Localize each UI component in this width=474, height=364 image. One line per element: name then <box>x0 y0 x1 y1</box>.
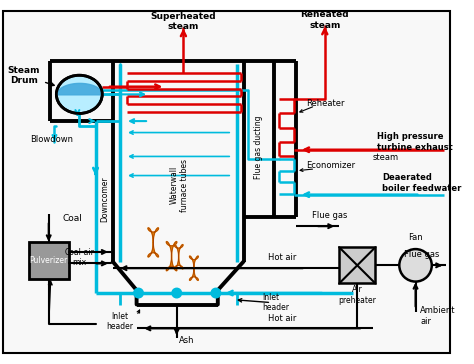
Text: Flue gas: Flue gas <box>404 250 439 259</box>
Text: Reheater: Reheater <box>306 99 344 108</box>
Text: Waterwall
furnace tubes: Waterwall furnace tubes <box>170 159 189 211</box>
Text: Superheated
steam: Superheated steam <box>151 12 216 31</box>
Text: Flue gas ducting: Flue gas ducting <box>255 115 264 179</box>
Text: Flue gas: Flue gas <box>312 211 347 221</box>
Text: Inlet
header: Inlet header <box>106 312 133 331</box>
Text: Fan: Fan <box>408 233 423 242</box>
Text: Ambient
air: Ambient air <box>420 306 456 326</box>
Text: Deaerated
boiler feedwater: Deaerated boiler feedwater <box>382 174 462 193</box>
Polygon shape <box>166 242 177 271</box>
Text: Blowdown: Blowdown <box>30 135 73 145</box>
Circle shape <box>172 288 182 298</box>
Polygon shape <box>148 228 158 257</box>
Text: Steam
Drum: Steam Drum <box>8 66 54 86</box>
Text: Downcomer: Downcomer <box>100 177 109 222</box>
Circle shape <box>134 288 143 298</box>
Text: Reheated
steam: Reheated steam <box>301 10 349 29</box>
Ellipse shape <box>56 75 102 114</box>
Text: Pulverizer: Pulverizer <box>29 256 68 265</box>
Text: High pressure
turbine exhaust: High pressure turbine exhaust <box>377 132 453 152</box>
Circle shape <box>399 249 432 282</box>
Bar <box>28 242 69 279</box>
Text: Economizer: Economizer <box>306 162 355 170</box>
Text: Ash: Ash <box>179 336 194 345</box>
Text: Hot air: Hot air <box>268 253 296 262</box>
Text: steam: steam <box>373 153 399 162</box>
Text: Air
preheater: Air preheater <box>338 285 376 305</box>
Text: Coal-air
mix: Coal-air mix <box>64 248 94 268</box>
Circle shape <box>211 288 221 298</box>
Text: Hot air: Hot air <box>268 314 296 323</box>
Bar <box>339 247 375 284</box>
Text: Inlet
header: Inlet header <box>263 293 290 312</box>
Text: Coal: Coal <box>62 214 82 223</box>
Polygon shape <box>190 256 198 280</box>
Polygon shape <box>174 245 183 269</box>
